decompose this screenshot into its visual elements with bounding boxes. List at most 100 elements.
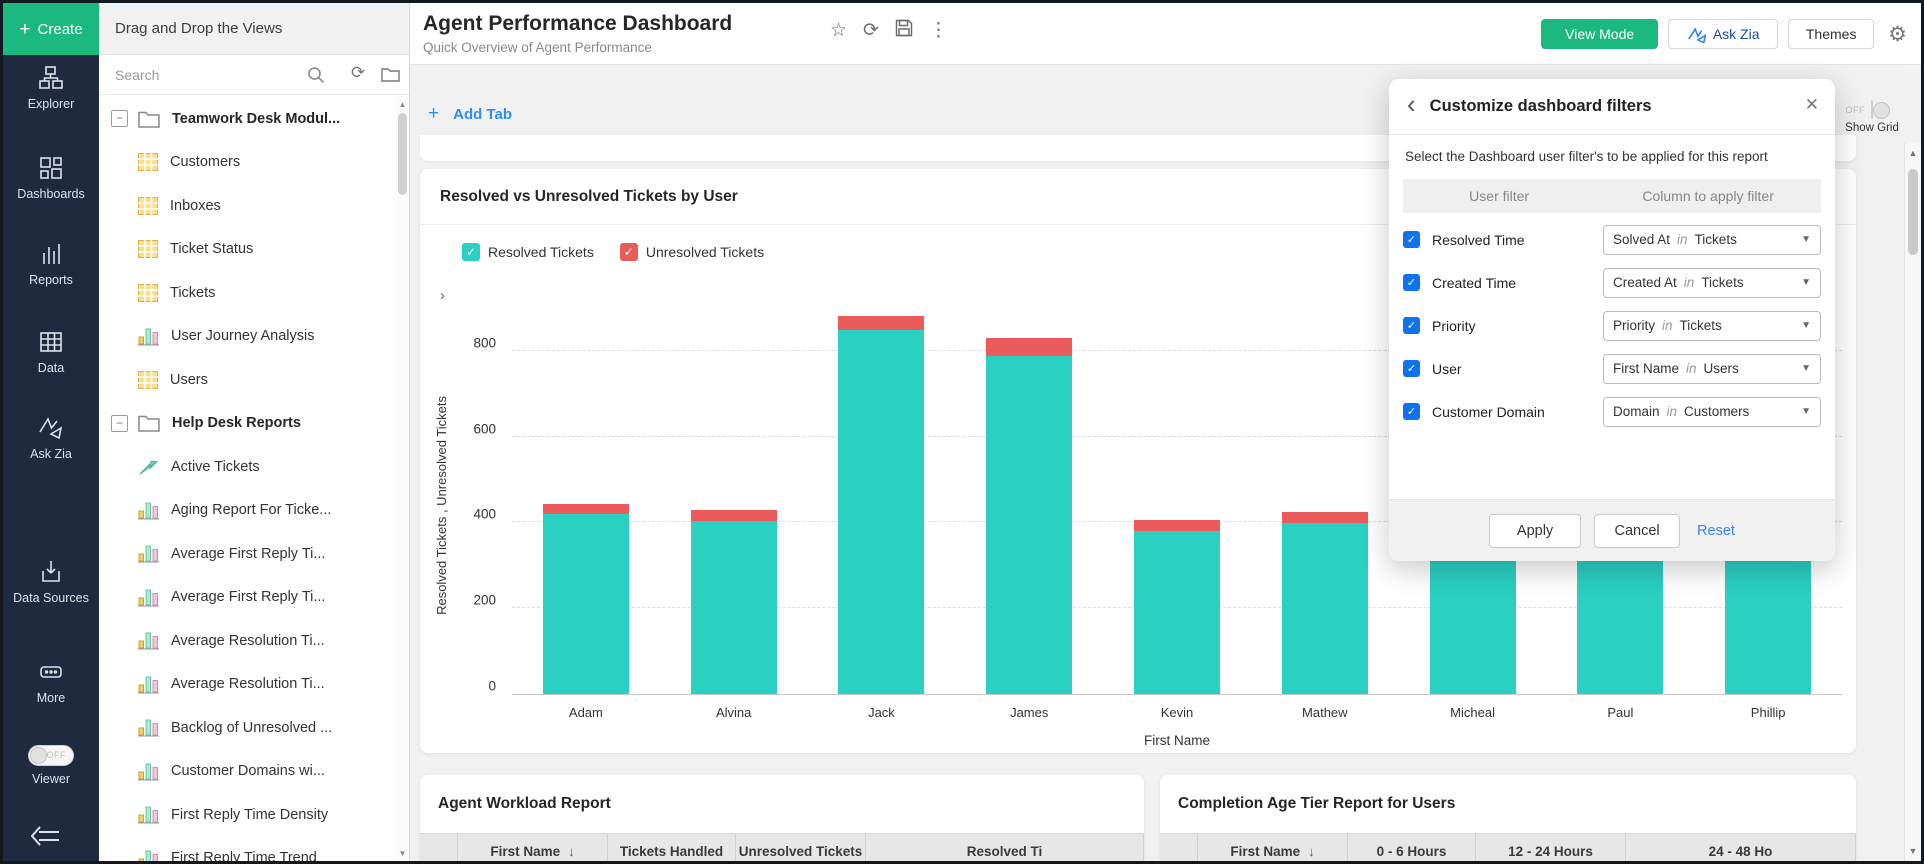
legend-item-resolved-tickets[interactable]: ✓ Resolved Tickets <box>462 243 594 261</box>
tree-item-average-resolution-ti[interactable]: Average Resolution Ti... <box>99 619 396 663</box>
column-header-first-name[interactable]: First Name ↓ <box>458 834 608 861</box>
tree-item-active-tickets[interactable]: Active Tickets <box>99 445 396 489</box>
refresh-views-icon[interactable]: ⟳ <box>351 63 366 82</box>
tree-item-ticket-status[interactable]: Ticket Status <box>99 228 396 272</box>
tree-item-average-first-reply-ti[interactable]: Average First Reply Ti... <box>99 532 396 576</box>
bar-segment-unresolved-tickets[interactable] <box>690 510 777 522</box>
column-header-first-name[interactable]: First Name ↓ <box>1198 834 1348 861</box>
column-header-unresolved-tickets[interactable]: Unresolved Tickets <box>736 834 866 861</box>
sidebar-item-data[interactable]: Data <box>3 329 99 377</box>
chart-icon <box>138 544 159 563</box>
tree-item-first-reply-time-trend[interactable]: First Reply Time Trend <box>99 837 396 861</box>
create-button[interactable]: + Create <box>3 3 99 55</box>
tree-item-help-desk-reports[interactable]: − Help Desk Reports <box>99 402 396 446</box>
tree-item-users[interactable]: Users <box>99 358 396 402</box>
sidebar-item-data-sources[interactable]: Data Sources <box>3 559 99 607</box>
column-dropdown[interactable]: Priority in Tickets ▼ <box>1603 310 1821 341</box>
column-header-tickets-handled[interactable]: Tickets Handled <box>608 834 736 861</box>
main-scrollbar[interactable]: ▲ ▼ <box>1904 143 1921 861</box>
checkbox-checked[interactable]: ✓ <box>1403 274 1420 292</box>
column-header-12-24-hours[interactable]: 12 - 24 Hours <box>1476 834 1626 861</box>
sort-descending-icon[interactable]: ↓ <box>568 844 575 859</box>
reset-link[interactable]: Reset <box>1697 522 1735 539</box>
tree-item-backlog-of-unresolved[interactable]: Backlog of Unresolved ... <box>99 706 396 750</box>
bar-segment-unresolved-tickets[interactable] <box>1134 519 1221 532</box>
views-tree: − Teamwork Desk Modul... Customers Inboxes T… <box>99 97 396 861</box>
view-mode-button[interactable]: View Mode <box>1541 19 1659 49</box>
sidebar-item-viewer[interactable]: OFF Viewer <box>3 745 99 788</box>
legend-checkbox[interactable]: ✓ <box>619 243 638 261</box>
tree-item-customer-domains-wi[interactable]: Customer Domains wi... <box>99 750 396 794</box>
sort-descending-icon[interactable]: ↓ <box>1308 844 1315 859</box>
sidebar-item-explorer[interactable]: Explorer <box>3 65 99 113</box>
themes-button[interactable]: Themes <box>1788 19 1875 49</box>
viewer-toggle[interactable]: OFF <box>28 745 74 766</box>
scroll-down-icon[interactable]: ▼ <box>398 849 407 858</box>
bar-segment-resolved-tickets[interactable] <box>542 513 629 694</box>
bar-segment-resolved-tickets[interactable] <box>986 356 1073 694</box>
sidebar-item-reports[interactable]: Reports <box>3 241 99 289</box>
column-header-24-48-ho[interactable]: 24 - 48 Ho <box>1626 834 1856 861</box>
tree-item-first-reply-time-density[interactable]: First Reply Time Density <box>99 793 396 837</box>
folder-view-icon[interactable] <box>381 66 400 87</box>
bar-segment-resolved-tickets[interactable] <box>838 329 925 694</box>
cancel-button[interactable]: Cancel <box>1594 513 1681 548</box>
ask-zia-button[interactable]: Ask Zia <box>1668 19 1779 49</box>
bar-segment-unresolved-tickets[interactable] <box>542 503 629 514</box>
checkbox-checked[interactable]: ✓ <box>1403 360 1420 378</box>
sidebar-item-ask-zia[interactable]: Ask Zia <box>3 415 99 463</box>
back-chevron-icon[interactable]: ‹ <box>1407 89 1416 120</box>
sidebar-item-more[interactable]: More <box>3 659 99 707</box>
scroll-up-icon[interactable]: ▲ <box>1908 148 1918 158</box>
collapse-sidebar-icon[interactable] <box>29 825 63 852</box>
more-options-icon[interactable]: ⋮ <box>928 19 948 41</box>
column-header-resolved-ti[interactable]: Resolved Ti <box>866 834 1144 861</box>
show-grid-toggle[interactable]: OFF <box>1846 100 1890 119</box>
sidebar-item-dashboards[interactable]: Dashboards <box>3 155 99 203</box>
settings-gear-icon[interactable]: ⚙ <box>1888 22 1907 46</box>
apply-button[interactable]: Apply <box>1489 513 1582 548</box>
bar-segment-unresolved-tickets[interactable] <box>838 315 925 330</box>
search-icon <box>307 66 325 89</box>
checkbox-checked[interactable]: ✓ <box>1403 231 1420 249</box>
views-panel-header: Drag and Drop the Views <box>99 3 409 55</box>
tree-item-teamwork-desk-modul[interactable]: − Teamwork Desk Modul... <box>99 97 396 141</box>
views-tree-scrollbar[interactable]: ▲ ▼ <box>396 97 409 861</box>
checkbox-checked[interactable]: ✓ <box>1403 317 1420 335</box>
legend-checkbox[interactable]: ✓ <box>462 243 480 261</box>
column-dropdown[interactable]: First Name in Users ▼ <box>1603 353 1821 384</box>
bar-segment-unresolved-tickets[interactable] <box>1281 512 1368 523</box>
checkbox-checked[interactable]: ✓ <box>1403 403 1420 421</box>
tree-item-user-journey-analysis[interactable]: User Journey Analysis <box>99 315 396 359</box>
bar-segment-resolved-tickets[interactable] <box>1134 531 1221 694</box>
collapse-minus-icon[interactable]: − <box>111 110 128 128</box>
scroll-thumb[interactable] <box>1908 169 1918 255</box>
refresh-dashboard-icon[interactable]: ⟳ <box>863 19 879 41</box>
tree-item-aging-report-for-ticke[interactable]: Aging Report For Ticke... <box>99 489 396 533</box>
column-dropdown[interactable]: Solved At in Tickets ▼ <box>1603 224 1821 255</box>
tree-item-customers[interactable]: Customers <box>99 141 396 185</box>
column-dropdown[interactable]: Created At in Tickets ▼ <box>1603 267 1821 298</box>
add-tab-button[interactable]: + Add Tab <box>428 103 512 125</box>
collapse-minus-icon[interactable]: − <box>111 414 128 432</box>
bar-segment-unresolved-tickets[interactable] <box>986 338 1073 357</box>
bar-segment-resolved-tickets[interactable] <box>690 521 777 694</box>
add-tab-label: Add Tab <box>453 105 512 123</box>
y-tick-label: 600 <box>473 421 496 437</box>
tree-item-tickets[interactable]: Tickets <box>99 271 396 315</box>
column-dropdown[interactable]: Domain in Customers ▼ <box>1603 396 1821 427</box>
save-icon[interactable] <box>895 19 913 41</box>
tree-item-inboxes[interactable]: Inboxes <box>99 184 396 228</box>
legend-item-unresolved-tickets[interactable]: ✓ Unresolved Tickets <box>619 243 764 261</box>
scroll-up-icon[interactable]: ▲ <box>398 100 407 109</box>
tree-item-average-first-reply-ti[interactable]: Average First Reply Ti... <box>99 576 396 620</box>
close-icon[interactable]: ✕ <box>1804 95 1819 114</box>
tree-item-average-resolution-ti[interactable]: Average Resolution Ti... <box>99 663 396 707</box>
scroll-down-icon[interactable]: ▼ <box>1908 846 1918 856</box>
column-header-0-6-hours[interactable]: 0 - 6 Hours <box>1348 834 1476 861</box>
bar-segment-resolved-tickets[interactable] <box>1281 522 1368 694</box>
axis-expand-icon[interactable]: › <box>440 287 445 304</box>
scroll-thumb[interactable] <box>398 113 407 195</box>
favorite-star-icon[interactable]: ☆ <box>830 19 848 41</box>
search-input[interactable] <box>99 66 289 83</box>
